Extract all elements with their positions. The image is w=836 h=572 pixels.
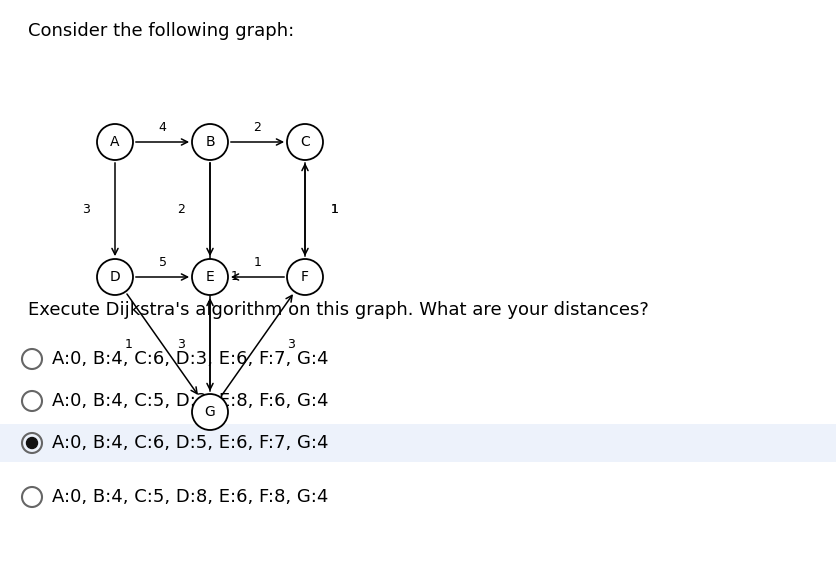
Text: 5: 5: [159, 256, 166, 269]
FancyBboxPatch shape: [0, 424, 836, 462]
Text: 1: 1: [231, 271, 239, 284]
Text: A: A: [110, 135, 120, 149]
Text: 2: 2: [253, 121, 262, 134]
Circle shape: [192, 394, 228, 430]
Text: 4: 4: [159, 121, 166, 134]
Text: G: G: [205, 405, 216, 419]
Circle shape: [97, 124, 133, 160]
Circle shape: [192, 124, 228, 160]
Circle shape: [97, 259, 133, 295]
Text: Consider the following graph:: Consider the following graph:: [28, 22, 294, 40]
Text: C: C: [300, 135, 310, 149]
Text: 1: 1: [330, 203, 339, 216]
Text: A:0, B:4, C:5, D:3, E:8, F:6, G:4: A:0, B:4, C:5, D:3, E:8, F:6, G:4: [52, 392, 329, 410]
Text: F: F: [301, 270, 309, 284]
Circle shape: [287, 124, 323, 160]
Text: 2: 2: [176, 203, 185, 216]
Text: Execute Dijkstra's algorithm on this graph. What are your distances?: Execute Dijkstra's algorithm on this gra…: [28, 301, 649, 319]
Text: B: B: [205, 135, 215, 149]
Text: A:0, B:4, C:5, D:8, E:6, F:8, G:4: A:0, B:4, C:5, D:8, E:6, F:8, G:4: [52, 488, 329, 506]
Text: 1: 1: [253, 256, 262, 269]
Text: E: E: [206, 270, 214, 284]
Text: 3: 3: [82, 203, 89, 216]
Circle shape: [192, 259, 228, 295]
Circle shape: [27, 438, 38, 448]
Circle shape: [287, 259, 323, 295]
Text: A:0, B:4, C:6, D:5, E:6, F:7, G:4: A:0, B:4, C:6, D:5, E:6, F:7, G:4: [52, 434, 329, 452]
Text: 1: 1: [125, 338, 133, 351]
Text: 1: 1: [330, 203, 339, 216]
Text: A:0, B:4, C:6, D:3, E:6, F:7, G:4: A:0, B:4, C:6, D:3, E:6, F:7, G:4: [52, 350, 329, 368]
Text: 3: 3: [176, 338, 185, 351]
Text: D: D: [110, 270, 120, 284]
Text: 3: 3: [287, 338, 295, 351]
